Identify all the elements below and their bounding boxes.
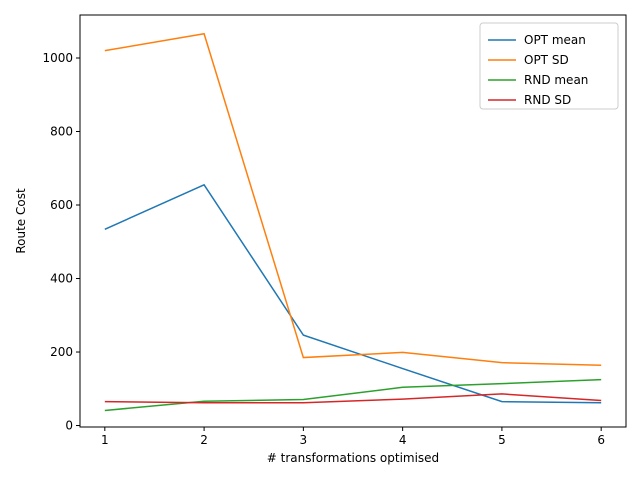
legend-label-opt-sd: OPT SD: [524, 53, 569, 67]
series-line-rnd-sd: [104, 393, 602, 404]
legend: OPT mean OPT SD RND mean RND SD: [479, 22, 619, 110]
x-axis-label: # transformations optimised: [267, 451, 439, 465]
legend-label-rnd-sd: RND SD: [524, 93, 571, 107]
legend-box: [479, 22, 619, 110]
x-axis: 1 2 3 4 5 6: [101, 427, 605, 447]
series-layer: [104, 32, 602, 412]
x-tick-label: 4: [399, 433, 407, 447]
y-axis-label: Route Cost: [14, 188, 28, 254]
y-tick-label: 200: [50, 345, 73, 359]
x-tick-label: 6: [597, 433, 605, 447]
y-tick-label: 600: [50, 198, 73, 212]
y-tick-label: 400: [50, 272, 73, 286]
series-line-opt-sd: [104, 32, 602, 367]
y-tick-label: 0: [65, 419, 73, 433]
series-line-opt-mean: [104, 183, 602, 404]
plot-frame: [79, 14, 627, 428]
x-tick-label: 2: [200, 433, 208, 447]
legend-label-rnd-mean: RND mean: [524, 73, 588, 87]
legend-label-opt-mean: OPT mean: [524, 33, 586, 47]
y-tick-label: 800: [50, 125, 73, 139]
y-tick-label: 1000: [42, 51, 73, 65]
y-axis: 0 200 400 600 800 1000: [42, 51, 80, 433]
x-tick-label: 3: [300, 433, 308, 447]
x-tick-label: 1: [101, 433, 109, 447]
x-tick-label: 5: [498, 433, 506, 447]
